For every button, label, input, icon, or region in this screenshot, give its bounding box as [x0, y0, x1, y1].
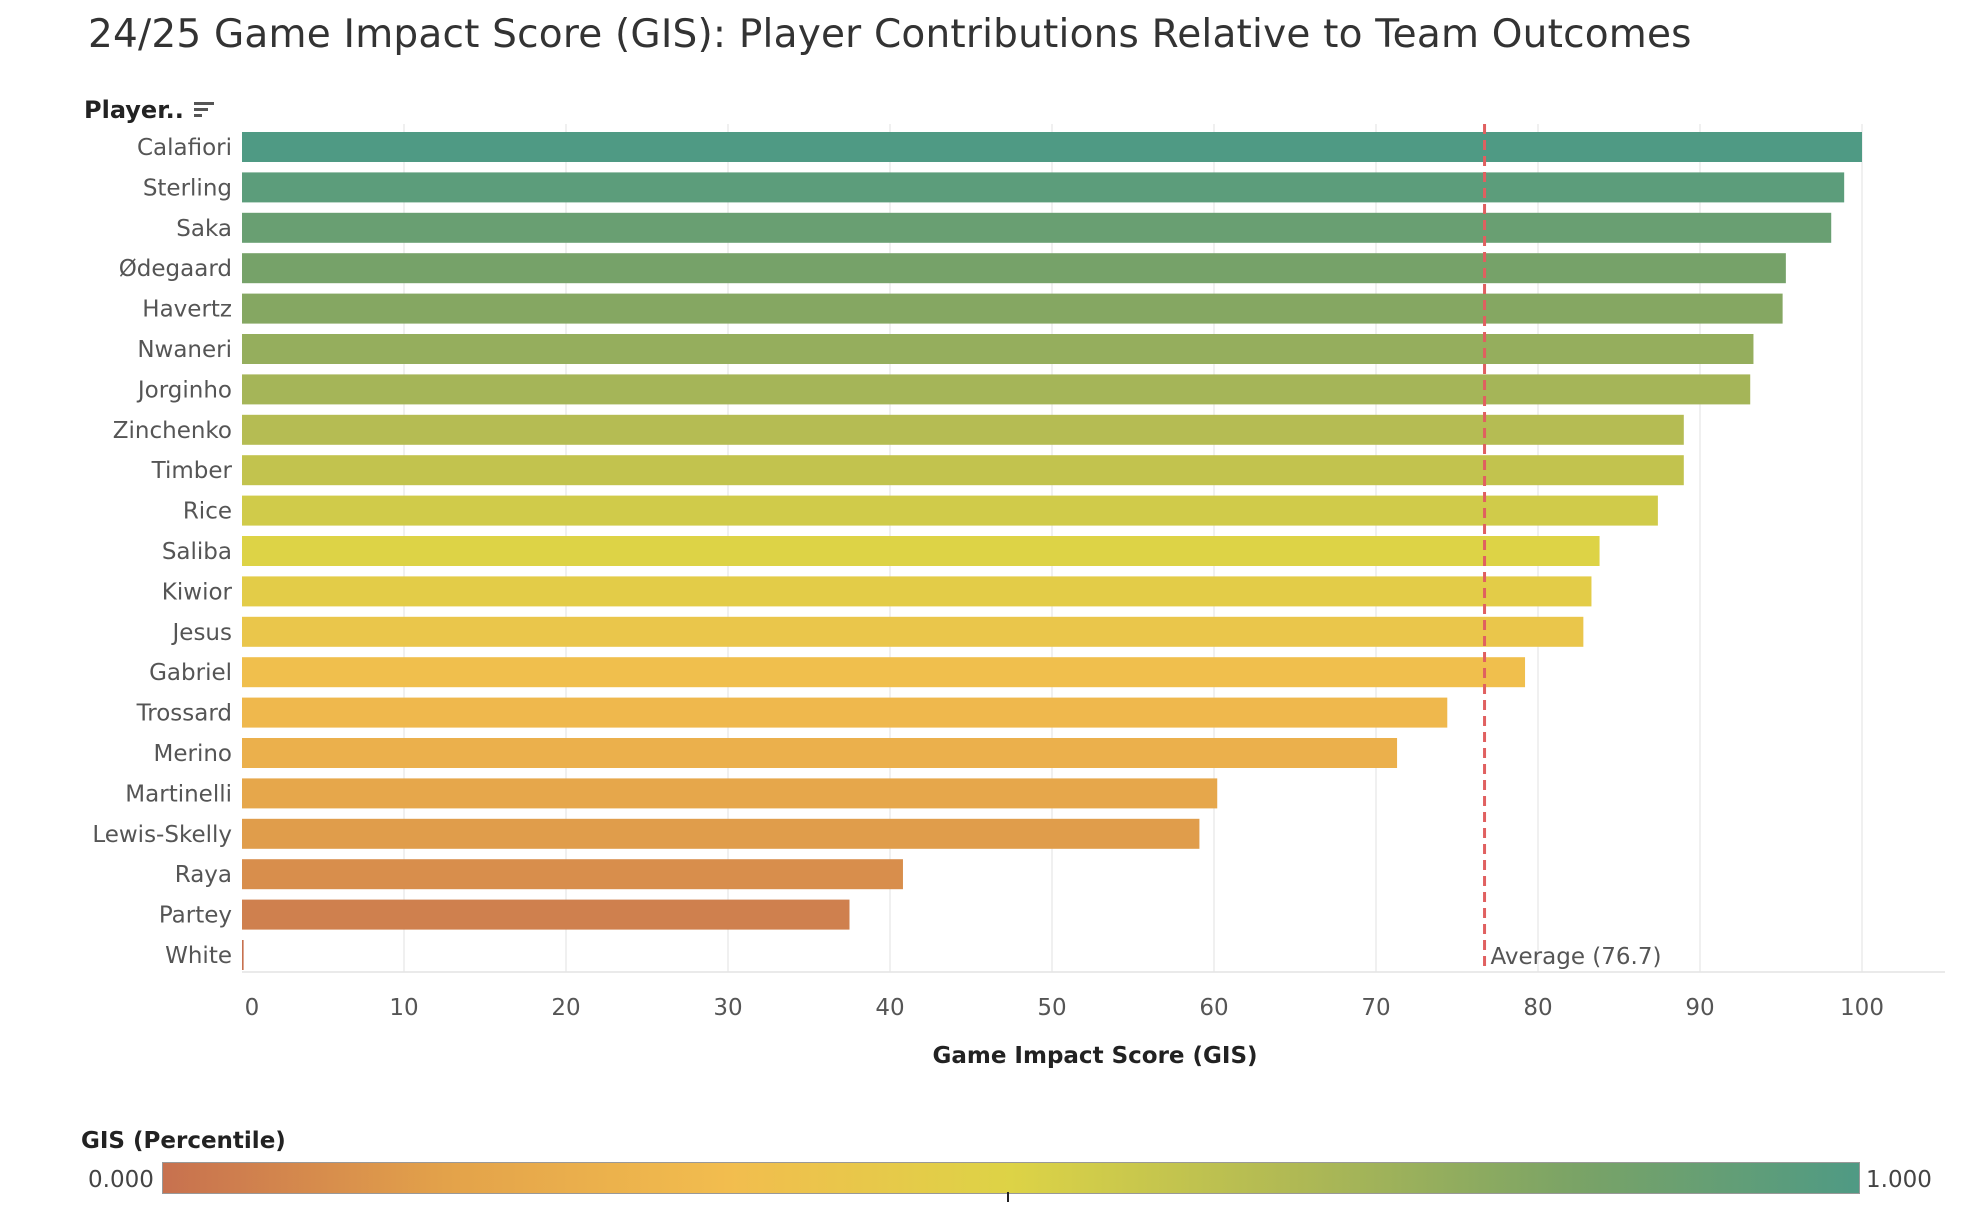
category-label: Zinchenko: [113, 418, 232, 444]
category-label: Havertz: [142, 297, 232, 323]
bar-gabriel[interactable]: [242, 657, 1526, 688]
chart-title: 24/25 Game Impact Score (GIS): Player Co…: [88, 12, 1692, 57]
x-tick-label: 10: [389, 995, 418, 1021]
legend-max-label: 1.000: [1866, 1167, 1932, 1193]
x-tick-label: 60: [1199, 995, 1228, 1021]
x-tick-label: 100: [1840, 995, 1884, 1021]
y-axis-header-label: Player..: [84, 96, 184, 124]
legend-marker: [1007, 1192, 1009, 1202]
bar-trossard[interactable]: [242, 697, 1448, 728]
x-tick-label: 40: [875, 995, 904, 1021]
category-label: Martinelli: [125, 781, 232, 807]
bar-saka[interactable]: [242, 212, 1832, 243]
x-tick-label: 80: [1523, 995, 1552, 1021]
category-label: Trossard: [136, 701, 232, 727]
category-label: Nwaneri: [137, 337, 232, 363]
bar-chart: Calafiori Sterling Saka Ødegaard Havertz Nwan…: [92, 124, 1945, 1069]
bars: [242, 132, 1862, 970]
x-tick-label: 90: [1685, 995, 1714, 1021]
x-tick-label: 30: [713, 995, 742, 1021]
legend-min-label: 0.000: [88, 1167, 154, 1193]
bar-raya[interactable]: [242, 859, 903, 890]
bar-havertz[interactable]: [242, 293, 1783, 324]
category-label: Partey: [159, 903, 232, 929]
category-label: Lewis-Skelly: [92, 822, 232, 848]
bar--degaard[interactable]: [242, 253, 1786, 284]
bar-jesus[interactable]: [242, 616, 1584, 647]
category-label: Calafiori: [137, 135, 232, 161]
category-label: White: [165, 943, 232, 969]
category-labels: Calafiori Sterling Saka Ødegaard Havertz Nwan…: [92, 135, 232, 969]
x-tick-label: 20: [551, 995, 580, 1021]
category-label: Merino: [154, 741, 233, 767]
bar-jorginho[interactable]: [242, 374, 1751, 405]
average-label: Average (76.7): [1491, 944, 1662, 970]
category-label: Sterling: [143, 175, 232, 201]
sort-descending-icon[interactable]: [193, 101, 216, 119]
color-legend-gradient[interactable]: [162, 1162, 1860, 1194]
bar-martinelli[interactable]: [242, 778, 1218, 809]
bar-saliba[interactable]: [242, 536, 1600, 566]
x-tick-label: 50: [1037, 995, 1066, 1021]
category-label: Raya: [175, 862, 232, 888]
category-label: Jorginho: [136, 377, 232, 403]
y-axis-header: Player..: [84, 96, 216, 124]
bar-zinchenko[interactable]: [242, 414, 1684, 445]
category-label: Saliba: [162, 539, 232, 565]
bar-kiwior[interactable]: [242, 576, 1592, 607]
bar-merino[interactable]: [242, 738, 1398, 768]
legend-title: GIS (Percentile): [81, 1128, 286, 1154]
bar-rice[interactable]: [242, 495, 1658, 526]
bar-white[interactable]: [242, 940, 244, 970]
x-axis-title: Game Impact Score (GIS): [932, 1043, 1257, 1069]
category-label: Saka: [176, 216, 232, 242]
category-label: Timber: [151, 458, 233, 484]
category-label: Kiwior: [162, 579, 233, 605]
category-label: Gabriel: [149, 660, 232, 686]
bar-partey[interactable]: [242, 899, 850, 930]
category-label: Rice: [183, 499, 232, 525]
x-tick-label: 70: [1361, 995, 1390, 1021]
category-label: Jesus: [171, 620, 232, 646]
bar-nwaneri[interactable]: [242, 334, 1754, 364]
category-label: Ødegaard: [119, 256, 232, 282]
bar-calafiori[interactable]: [242, 132, 1862, 162]
x-tick-label: 0: [245, 995, 260, 1021]
average-reference: Average (76.7): [1483, 124, 1662, 972]
bar-sterling[interactable]: [242, 172, 1845, 203]
x-axis: 0 10 20 30 40 50 60 70 80 90 100 Game Impact Score …: [245, 995, 1884, 1069]
bar-timber[interactable]: [242, 455, 1684, 486]
bar-lewis-skelly[interactable]: [242, 818, 1200, 849]
